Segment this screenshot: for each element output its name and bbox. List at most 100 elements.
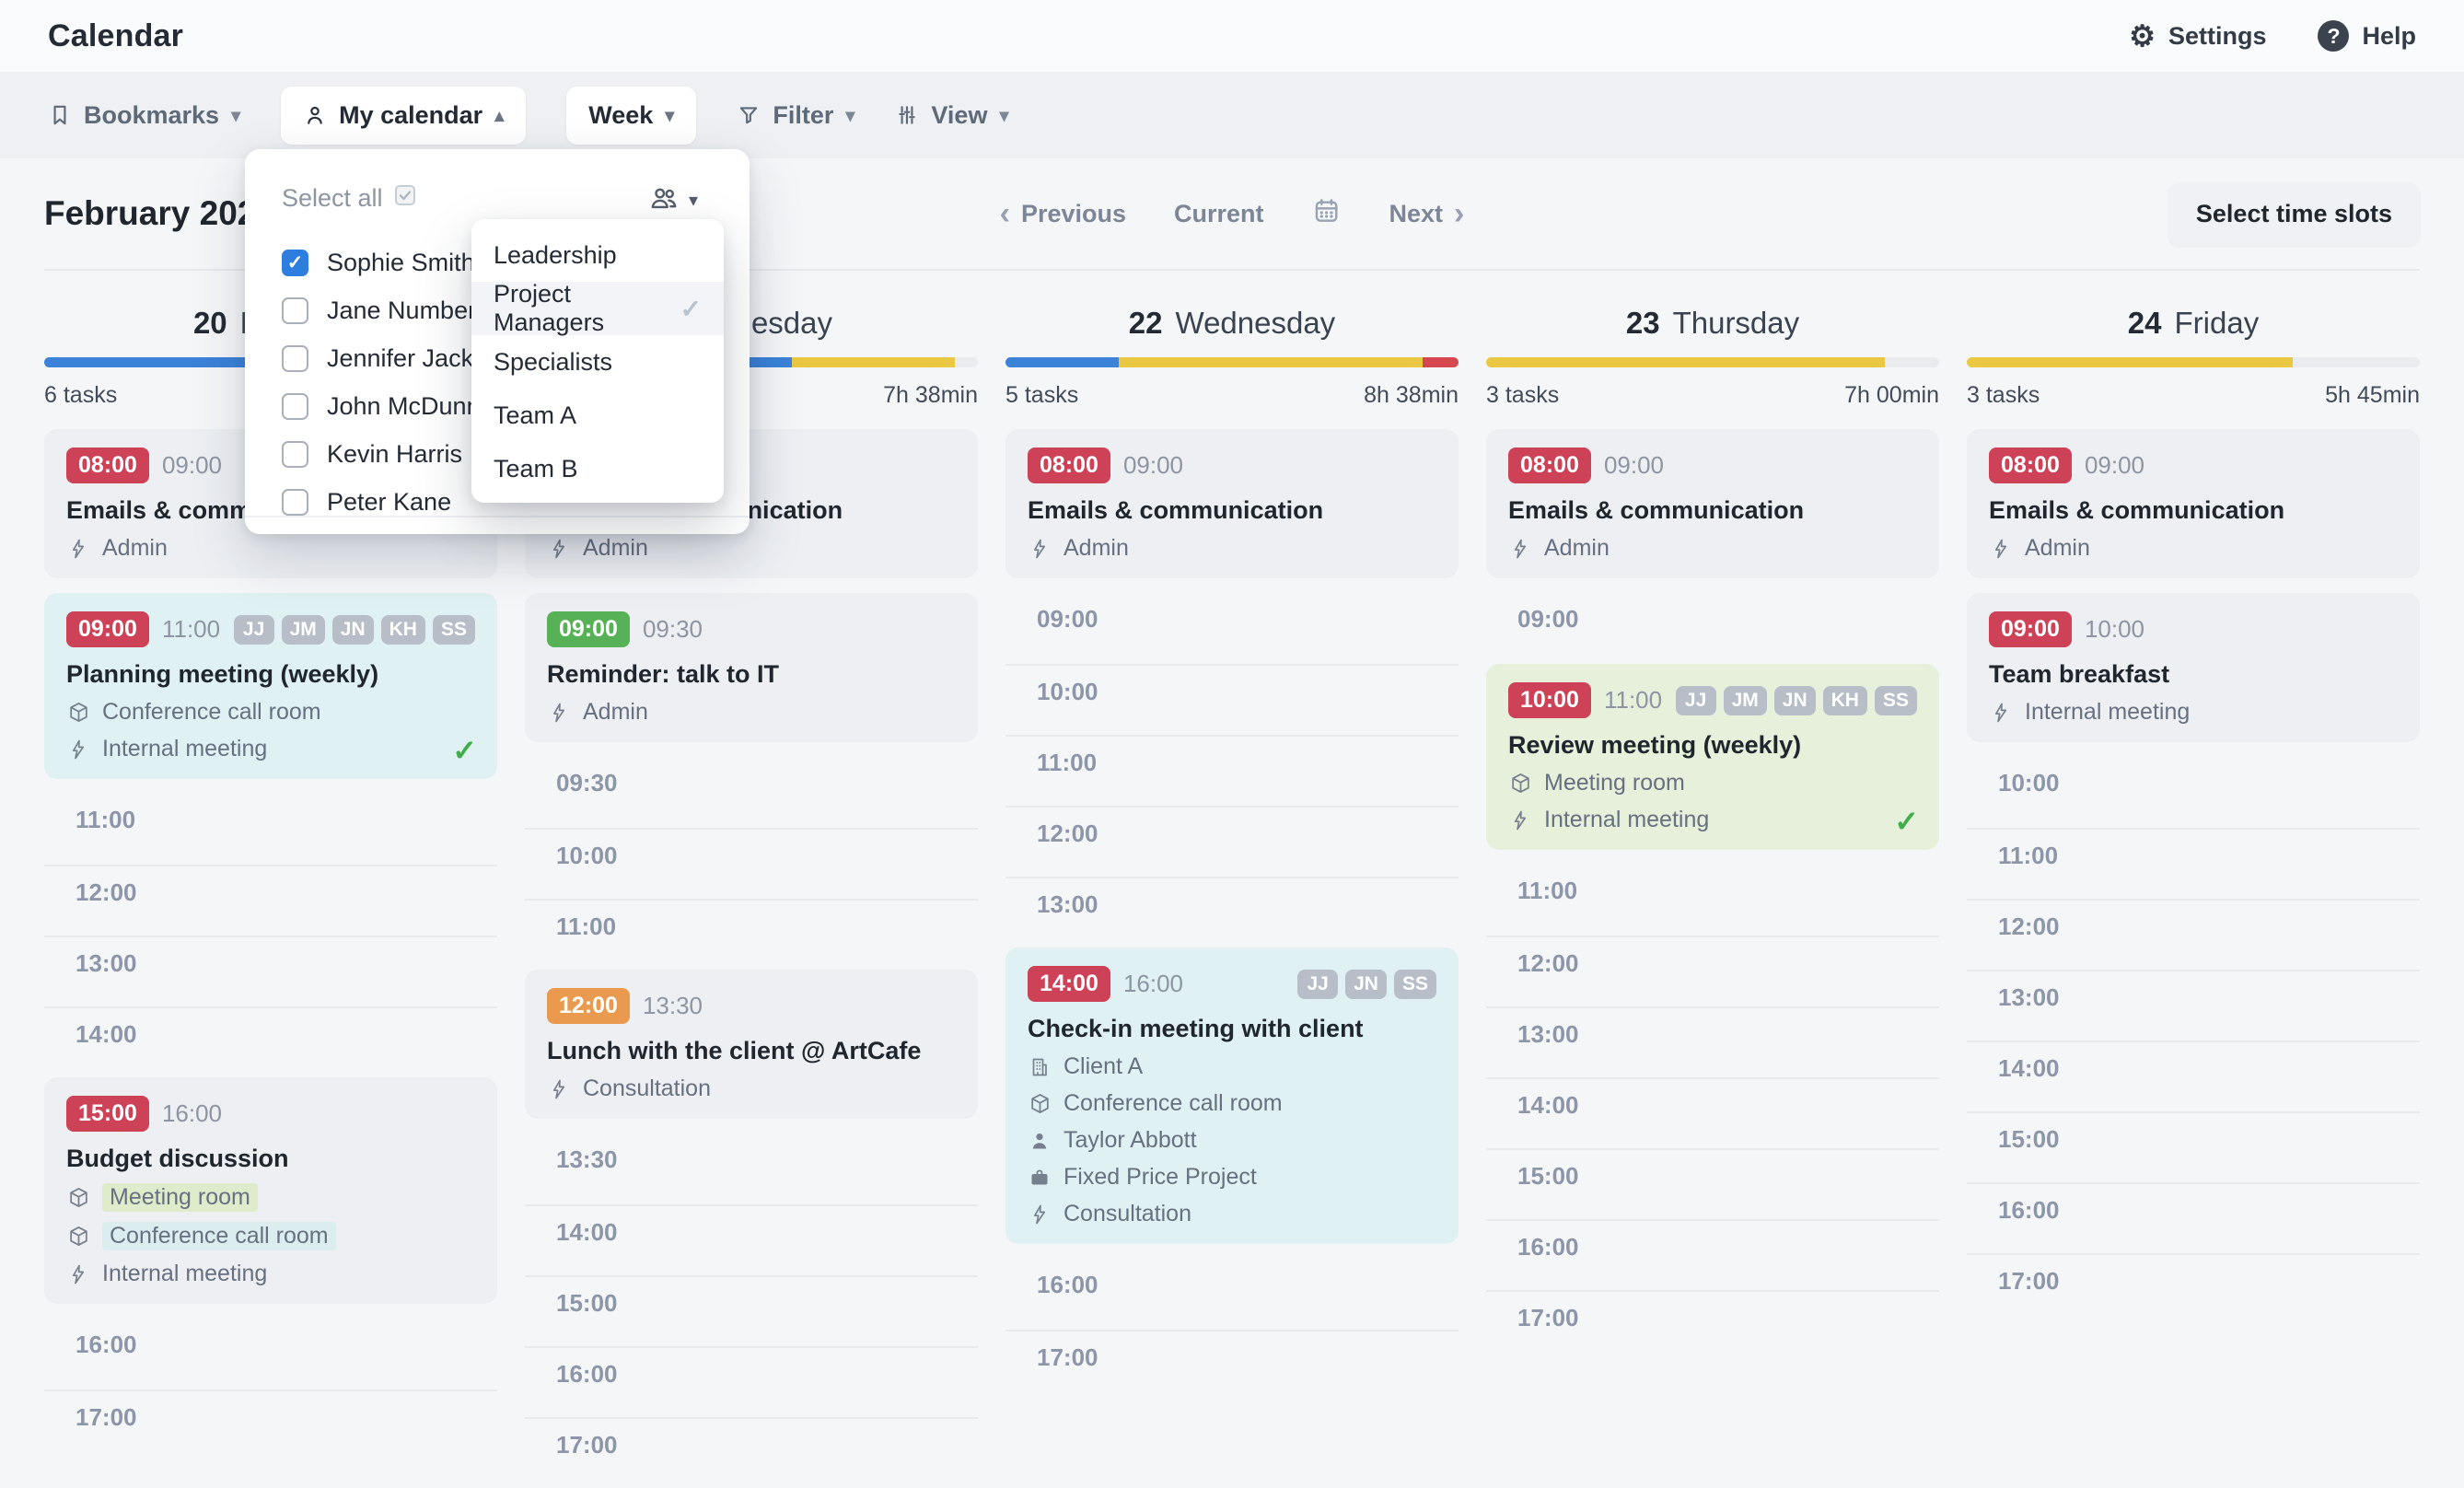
event-detail-text: Admin (583, 699, 648, 726)
group-option-leadership[interactable]: Leadership (471, 228, 724, 282)
time-slot[interactable]: 12:00 (1005, 806, 1459, 877)
day-total-time: 7h 38min (883, 382, 978, 409)
time-slot[interactable]: 12:00 (44, 865, 497, 936)
time-slot[interactable]: 11:00 (1967, 828, 2420, 899)
help-button[interactable]: ? Help (2318, 20, 2416, 52)
day-total-time: 7h 00min (1844, 382, 1939, 409)
time-slot[interactable]: 10:00 (1967, 757, 2420, 828)
bookmarks-button[interactable]: Bookmarks ▾ (48, 101, 240, 130)
event-detail-text: Admin (2025, 535, 2090, 562)
event-card[interactable]: 08:0009:00Emails & communicationAdmin (1967, 429, 2420, 578)
time-slot[interactable]: 15:00 (525, 1275, 978, 1346)
bookmarks-label: Bookmarks (84, 101, 219, 130)
event-card[interactable]: 10:0011:00JJJMJNKHSSReview meeting (week… (1486, 664, 1939, 850)
previous-button[interactable]: ‹ Previous (1000, 198, 1126, 229)
event-title: Team breakfast (1989, 660, 2398, 689)
time-slot[interactable]: 13:00 (44, 936, 497, 1006)
time-slot[interactable]: 16:00 (44, 1319, 497, 1389)
time-slot[interactable]: 11:00 (1486, 865, 1939, 936)
time-slot[interactable]: 12:00 (1486, 936, 1939, 1006)
checkbox-unchecked[interactable] (282, 297, 308, 324)
my-calendar-button[interactable]: My calendar ▴ (281, 87, 526, 145)
event-card[interactable]: 09:0011:00JJJMJNKHSSPlanning meeting (we… (44, 593, 497, 779)
time-slot[interactable]: 09:30 (525, 757, 978, 828)
time-slot[interactable]: 13:30 (525, 1133, 978, 1204)
select-all-control[interactable]: Select all (282, 184, 416, 213)
time-slot[interactable]: 09:00 (1005, 593, 1459, 664)
checkbox-checked[interactable]: ✓ (282, 250, 308, 276)
avatar: KH (1823, 686, 1867, 715)
progress-segment-blue (1005, 357, 1119, 367)
cube-icon (66, 701, 90, 724)
progress-segment-yellow (792, 357, 955, 367)
checkbox-unchecked[interactable] (282, 393, 308, 420)
progress-segment-bar_red (1423, 357, 1459, 367)
event-time-row: 15:0016:00 (66, 1096, 475, 1132)
event-detail-text: Conference call room (102, 1222, 336, 1250)
event-card[interactable]: 08:0009:00Emails & communicationAdmin (1486, 429, 1939, 578)
event-detail: Fixed Price Project (1028, 1164, 1436, 1191)
event-card[interactable]: 12:0013:30Lunch with the client @ ArtCaf… (525, 970, 978, 1119)
view-button[interactable]: View ▾ (895, 101, 1008, 130)
date-picker-button[interactable] (1312, 196, 1342, 232)
my-calendar-label: My calendar (339, 101, 482, 130)
time-slot[interactable]: 17:00 (1005, 1330, 1459, 1401)
event-detail: Conference call room (66, 699, 475, 726)
time-slot[interactable]: 17:00 (525, 1417, 978, 1488)
time-slot[interactable]: 14:00 (1967, 1040, 2420, 1111)
time-slot[interactable]: 11:00 (525, 899, 978, 970)
group-option-project-managers[interactable]: Project Managers✓ (471, 282, 724, 335)
time-slot[interactable]: 13:00 (1486, 1006, 1939, 1077)
progress-segment-yellow (1486, 357, 1885, 367)
end-time: 11:00 (1604, 686, 1662, 715)
time-slot[interactable]: 16:00 (1005, 1259, 1459, 1330)
time-slot[interactable]: 09:00 (1486, 593, 1939, 664)
person-icon (303, 103, 327, 127)
time-slot[interactable]: 10:00 (1005, 664, 1459, 735)
next-button[interactable]: Next › (1389, 198, 1465, 229)
time-slot[interactable]: 11:00 (44, 794, 497, 865)
gear-icon: ⚙ (2129, 21, 2156, 51)
checkbox-unchecked[interactable] (282, 441, 308, 468)
group-option-label: Project Managers (494, 280, 680, 337)
time-slot[interactable]: 11:00 (1005, 735, 1459, 806)
time-slot[interactable]: 17:00 (44, 1389, 497, 1460)
day-number: 23 (1626, 306, 1660, 340)
group-option-team-b[interactable]: Team B (471, 442, 724, 495)
time-slot[interactable]: 16:00 (1486, 1219, 1939, 1290)
event-card[interactable]: 08:0009:00Emails & communicationAdmin (1005, 429, 1459, 578)
time-slot[interactable]: 17:00 (1967, 1253, 2420, 1324)
filter-button[interactable]: Filter ▾ (737, 101, 854, 130)
checkbox-unchecked[interactable] (282, 489, 308, 516)
event-detail-text: Internal meeting (102, 1261, 267, 1287)
end-time: 09:00 (1123, 451, 1183, 480)
settings-button[interactable]: ⚙ Settings (2129, 21, 2266, 51)
event-card[interactable]: 09:0009:30Reminder: talk to ITAdmin (525, 593, 978, 742)
week-view-button[interactable]: Week ▾ (566, 87, 696, 145)
group-filter-trigger[interactable]: ▾ (648, 182, 698, 218)
event-time-row: 12:0013:30 (547, 988, 956, 1024)
time-slot[interactable]: 17:00 (1486, 1290, 1939, 1361)
time-slot[interactable]: 12:00 (1967, 899, 2420, 970)
time-slot[interactable]: 15:00 (1486, 1148, 1939, 1219)
time-slot[interactable]: 14:00 (44, 1006, 497, 1077)
time-slot[interactable]: 13:00 (1005, 877, 1459, 947)
group-option-team-a[interactable]: Team A (471, 389, 724, 442)
time-slot[interactable]: 13:00 (1967, 970, 2420, 1040)
time-slot[interactable]: 16:00 (1967, 1182, 2420, 1253)
time-slot[interactable]: 14:00 (525, 1204, 978, 1275)
event-card[interactable]: 14:0016:00JJJNSSCheck-in meeting with cl… (1005, 947, 1459, 1244)
current-button[interactable]: Current (1174, 200, 1264, 228)
checkbox-unchecked[interactable] (282, 345, 308, 372)
event-card[interactable]: 09:0010:00Team breakfastInternal meeting (1967, 593, 2420, 742)
group-option-specialists[interactable]: Specialists (471, 335, 724, 389)
select-time-slots-button[interactable]: Select time slots (2168, 182, 2420, 246)
time-slot[interactable]: 14:00 (1486, 1077, 1939, 1148)
day-number: 20 (193, 306, 227, 340)
time-slot[interactable]: 15:00 (1967, 1111, 2420, 1182)
time-slot[interactable]: 16:00 (525, 1346, 978, 1417)
week-navigation: ‹ Previous Current Next › (1000, 196, 1465, 232)
event-card[interactable]: 15:0016:00Budget discussionMeeting roomC… (44, 1077, 497, 1304)
event-title: Reminder: talk to IT (547, 660, 956, 689)
time-slot[interactable]: 10:00 (525, 828, 978, 899)
